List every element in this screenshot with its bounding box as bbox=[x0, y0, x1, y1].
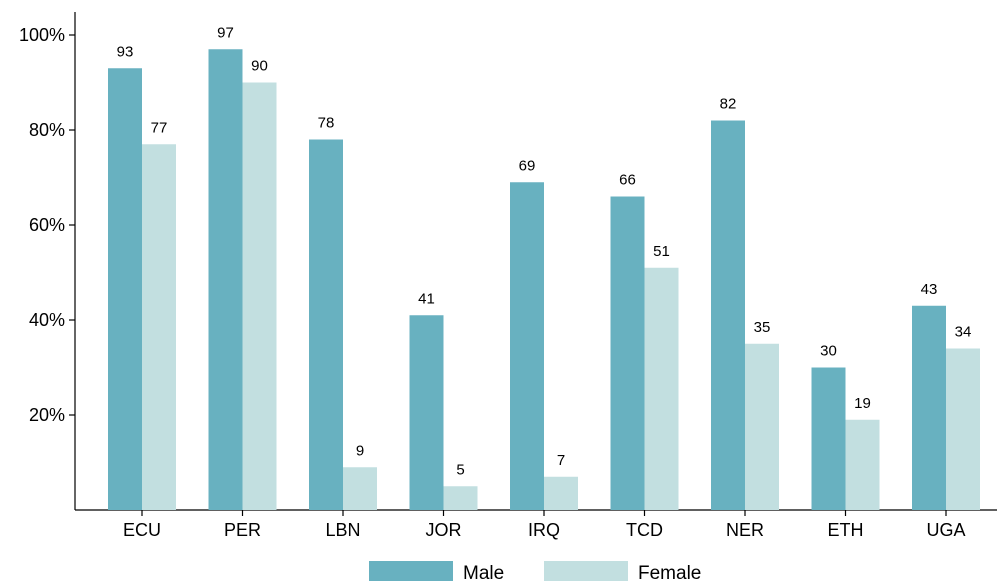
legend-label-male: Male bbox=[463, 563, 504, 583]
x-tick-label: NER bbox=[726, 520, 764, 540]
data-label: 30 bbox=[820, 343, 837, 360]
data-label: 51 bbox=[653, 243, 670, 260]
y-tick-label: 80% bbox=[29, 120, 65, 140]
legend-label-female: Female bbox=[638, 563, 701, 583]
data-label: 35 bbox=[754, 319, 771, 336]
bar-male bbox=[108, 68, 142, 510]
data-label: 66 bbox=[619, 172, 636, 189]
data-label: 43 bbox=[921, 281, 938, 298]
data-label: 93 bbox=[117, 43, 134, 60]
bar-male bbox=[208, 49, 243, 510]
bar-male bbox=[409, 315, 444, 510]
bar-female bbox=[644, 267, 679, 510]
x-tick-label: IRQ bbox=[528, 520, 560, 540]
bar-female bbox=[242, 82, 277, 510]
bar-female bbox=[544, 476, 578, 510]
bar-female bbox=[946, 348, 980, 510]
x-tick-label: JOR bbox=[426, 520, 462, 540]
y-tick-label: 40% bbox=[29, 310, 65, 330]
x-tick-label: ETH bbox=[828, 520, 864, 540]
data-label: 82 bbox=[720, 96, 737, 113]
y-tick-label: 60% bbox=[29, 215, 65, 235]
data-label: 5 bbox=[456, 461, 464, 478]
data-label: 69 bbox=[519, 157, 536, 174]
y-tick-label: 100% bbox=[19, 25, 65, 45]
bar-male bbox=[811, 367, 846, 510]
data-label: 7 bbox=[557, 452, 565, 469]
bars bbox=[108, 49, 980, 510]
data-label: 41 bbox=[418, 290, 435, 307]
legend-swatch-male bbox=[369, 561, 453, 581]
bar-male bbox=[610, 196, 645, 510]
y-tick-label: 20% bbox=[29, 405, 65, 425]
data-label: 9 bbox=[356, 442, 364, 459]
data-label: 78 bbox=[318, 115, 335, 132]
bar-male bbox=[711, 120, 745, 510]
bar-female bbox=[845, 419, 880, 510]
data-label: 34 bbox=[955, 324, 972, 341]
x-tick-label: PER bbox=[224, 520, 261, 540]
legend-swatch-female bbox=[544, 561, 628, 581]
bar-female bbox=[745, 343, 779, 510]
data-label: 77 bbox=[151, 119, 168, 136]
data-label: 19 bbox=[854, 395, 871, 412]
legend: Male Female bbox=[369, 561, 701, 583]
x-tick-label: TCD bbox=[626, 520, 663, 540]
bar-female bbox=[443, 486, 478, 510]
bar-female bbox=[343, 467, 377, 510]
data-label: 90 bbox=[251, 58, 268, 75]
axes: 20% 40% 60% 80% 100% ECU PER LBN JOR IRQ TCD NER ETH… bbox=[19, 12, 997, 540]
bar-male bbox=[510, 182, 544, 510]
data-label: 97 bbox=[217, 24, 234, 41]
x-tick-label: UGA bbox=[926, 520, 965, 540]
bar-male bbox=[309, 139, 343, 510]
bar-female bbox=[142, 144, 176, 510]
bar-male bbox=[912, 305, 946, 510]
x-tick-label: LBN bbox=[325, 520, 360, 540]
data-labels: 93 77 97 90 78 9 41 5 69 7 66 51 82 35 30 19 43 34 bbox=[117, 24, 972, 478]
x-tick-label: ECU bbox=[123, 520, 161, 540]
